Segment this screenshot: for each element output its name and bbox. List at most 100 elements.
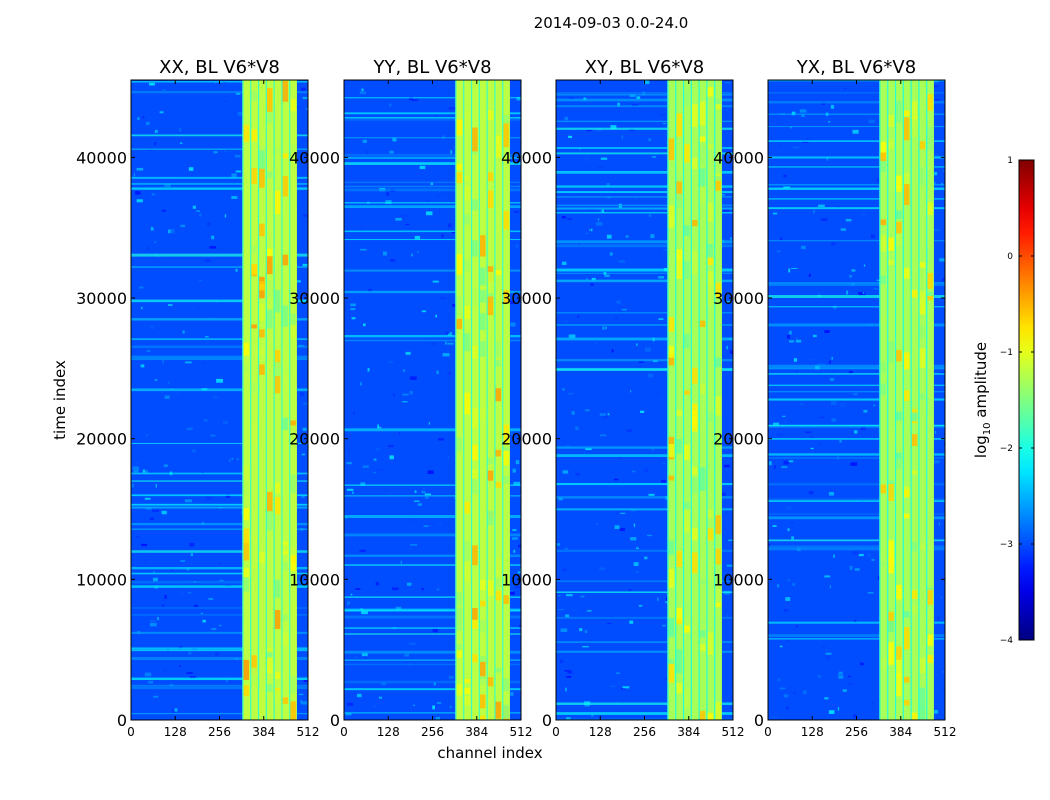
rfi-streak — [768, 92, 945, 94]
noise-speckle — [142, 116, 145, 119]
colorbar-tick-label: −4 — [1000, 636, 1014, 646]
noise-speckle — [403, 369, 405, 372]
noise-speckle — [513, 549, 516, 553]
band-patch — [266, 105, 273, 124]
noise-speckle — [777, 584, 779, 588]
noise-speckle — [435, 716, 440, 720]
rfi-streak — [131, 355, 308, 359]
rfi-streak — [556, 196, 733, 198]
noise-speckle — [831, 401, 837, 405]
band-patch — [691, 104, 698, 127]
noise-speckle — [773, 422, 780, 426]
noise-speckle — [188, 651, 192, 655]
noise-speckle — [205, 336, 209, 338]
noise-speckle — [451, 231, 458, 234]
band-patch — [266, 509, 273, 531]
noise-speckle — [303, 679, 308, 683]
noise-speckle — [432, 628, 438, 633]
noise-speckle — [517, 571, 521, 574]
noise-speckle — [156, 417, 163, 421]
rfi-streak — [344, 162, 521, 164]
band-patch — [479, 579, 486, 591]
rfi-streak — [556, 127, 733, 130]
noise-speckle — [580, 595, 585, 598]
band-patch — [243, 124, 250, 142]
rfi-streak — [768, 113, 945, 115]
noise-speckle — [390, 259, 396, 262]
noise-speckle — [414, 235, 421, 240]
noise-speckle — [216, 378, 223, 383]
noise-speckle — [825, 656, 831, 660]
rfi-streak — [344, 663, 521, 666]
rfi-streak — [556, 337, 733, 341]
noise-speckle — [182, 330, 185, 334]
band-patch — [919, 393, 926, 401]
noise-speckle — [374, 705, 376, 708]
noise-speckle — [436, 702, 442, 704]
noise-speckle — [561, 411, 568, 413]
noise-speckle — [631, 470, 636, 473]
noise-speckle — [648, 138, 651, 141]
band-patch — [479, 235, 486, 257]
noise-speckle — [654, 392, 662, 395]
band-patch — [464, 392, 470, 415]
noise-speckle — [572, 609, 580, 612]
rfi-streak — [131, 134, 308, 137]
noise-speckle — [513, 481, 521, 486]
rfi-streak — [768, 156, 945, 159]
colorbar-label: log10 amplitude — [972, 342, 993, 458]
noise-speckle — [389, 455, 394, 460]
rfi-streak — [768, 513, 945, 515]
noise-speckle — [602, 415, 609, 419]
noise-speckle — [567, 218, 572, 220]
band-divider — [478, 80, 480, 720]
band-patch — [699, 579, 706, 585]
noise-speckle — [850, 462, 858, 466]
band-patch — [243, 465, 250, 487]
band-divider — [894, 80, 897, 720]
rfi-streak — [344, 188, 521, 192]
noise-speckle — [787, 334, 790, 339]
noise-speckle — [630, 390, 632, 393]
band-patch — [282, 153, 289, 159]
noise-speckle — [421, 310, 427, 313]
noise-speckle — [636, 96, 641, 100]
band-patch — [668, 618, 675, 637]
band-patch — [715, 515, 721, 535]
noise-speckle — [398, 431, 401, 435]
noise-speckle — [189, 676, 196, 680]
noise-speckle — [135, 536, 140, 538]
band-patch — [927, 610, 933, 630]
noise-speckle — [662, 624, 666, 627]
rfi-streak — [556, 185, 733, 188]
noise-speckle — [566, 594, 573, 597]
noise-speckle — [606, 622, 612, 624]
noise-speckle — [606, 234, 612, 239]
band-divider — [675, 80, 677, 720]
noise-speckle — [648, 493, 655, 496]
rfi-streak — [131, 686, 308, 690]
rfi-streak — [344, 230, 521, 233]
noise-speckle — [188, 167, 194, 171]
noise-speckle — [301, 453, 306, 456]
noise-speckle — [512, 468, 516, 473]
rfi-streak — [131, 494, 308, 497]
rfi-streak — [768, 373, 945, 375]
rfi-streak — [344, 633, 521, 635]
rfi-streak — [768, 306, 945, 308]
rfi-streak — [768, 283, 945, 287]
noise-speckle — [724, 81, 731, 84]
noise-speckle — [772, 212, 778, 215]
noise-speckle — [786, 706, 789, 710]
noise-speckle — [629, 620, 634, 624]
noise-speckle — [617, 102, 621, 107]
rfi-streak — [556, 105, 733, 108]
noise-speckle — [355, 656, 359, 659]
noise-speckle — [657, 597, 659, 601]
noise-speckle — [421, 490, 426, 494]
noise-speckle — [388, 445, 394, 448]
noise-speckle — [364, 657, 367, 659]
band-patch — [919, 167, 926, 186]
band-patch — [456, 163, 463, 171]
noise-speckle — [788, 330, 792, 335]
